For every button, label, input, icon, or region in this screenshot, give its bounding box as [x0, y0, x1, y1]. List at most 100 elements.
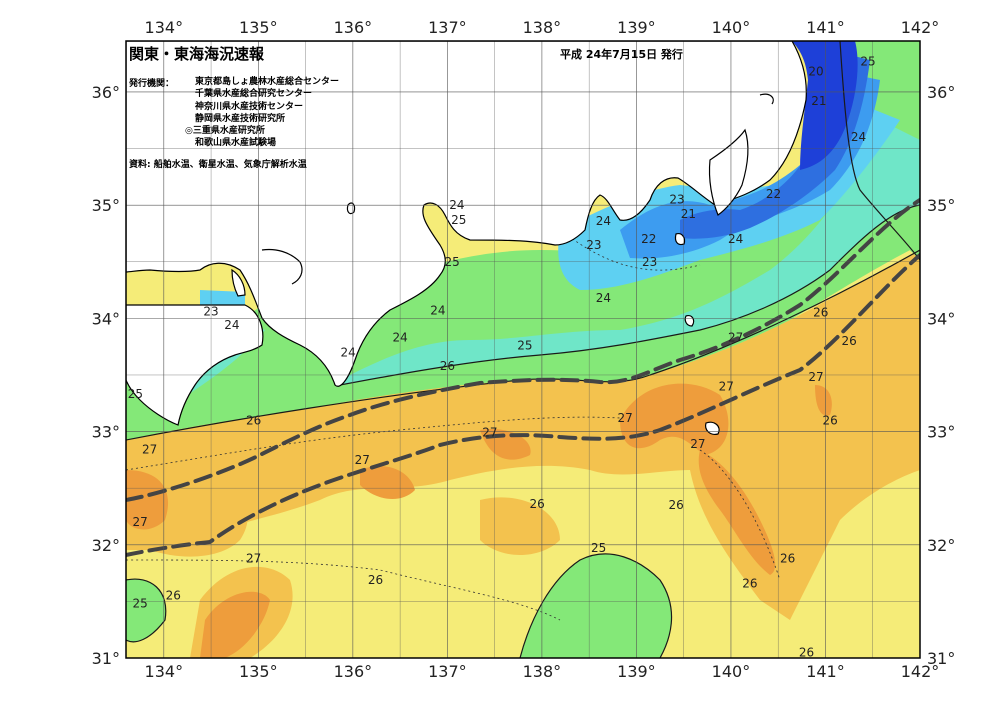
- temperature-label: 24: [224, 318, 239, 332]
- temperature-label: 23: [586, 238, 601, 252]
- latitude-label-left: 32°: [92, 536, 120, 555]
- zone-25-coast: [126, 160, 920, 440]
- longitude-label-top: 138°: [523, 18, 562, 37]
- temperature-label: 22: [641, 232, 656, 246]
- temperature-label: 27: [133, 515, 148, 529]
- kuroshio-lines: [126, 198, 920, 557]
- temperature-label: 26: [823, 413, 838, 427]
- latitude-label-left: 35°: [92, 196, 120, 215]
- issuer-list: 東京都島しょ農林水産総合センター 千葉県水産総合研究センター 神奈川県水産技術セ…: [185, 76, 340, 150]
- longitude-label-bottom: 137°: [428, 662, 467, 681]
- temperature-label: 26: [813, 306, 828, 320]
- longitude-label-top: 137°: [428, 18, 467, 37]
- latitude-label-left: 36°: [92, 83, 120, 102]
- longitude-label-bottom: 134°: [145, 662, 184, 681]
- temperature-label: 25: [860, 54, 875, 68]
- temperature-label: 25: [517, 339, 532, 353]
- temperature-label: 25: [133, 597, 148, 611]
- lake-kasumigaura: [759, 93, 774, 105]
- longitude-label-top: 142°: [901, 18, 940, 37]
- issuer-1: 東京都島しょ農林水産総合センター: [195, 77, 340, 87]
- temperature-label: 27: [808, 370, 823, 384]
- temperature-label: 26: [799, 645, 814, 659]
- longitude-label-bottom: 139°: [617, 662, 656, 681]
- temperature-label: 24: [596, 291, 611, 305]
- longitude-label-bottom: 135°: [239, 662, 278, 681]
- temperature-label: 23: [203, 305, 218, 319]
- temperature-label: 27: [482, 426, 497, 440]
- isotherm-lines: [126, 41, 920, 658]
- temperature-field: [126, 41, 920, 658]
- issuer-3: 神奈川県水産技術センター: [195, 101, 304, 112]
- longitude-label-top: 141°: [806, 18, 845, 37]
- temperature-label: 24: [392, 331, 407, 345]
- temperature-label: 26: [368, 573, 383, 587]
- zone-25-south: [126, 553, 672, 658]
- longitude-label-top: 134°: [145, 18, 184, 37]
- longitude-label-top: 135°: [239, 18, 278, 37]
- temperature-label: 25: [591, 541, 606, 555]
- longitude-label-bottom: 142°: [901, 662, 940, 681]
- temperature-label: 25: [444, 255, 459, 269]
- boso-peninsula: [708, 128, 749, 216]
- sado-island: [346, 202, 356, 215]
- temperature-label: 27: [690, 437, 705, 451]
- temperature-label: 26: [780, 551, 795, 565]
- temperature-label: 27: [142, 443, 157, 457]
- temperature-label: 21: [681, 207, 696, 221]
- temperature-label: 26: [668, 498, 683, 512]
- temperature-label: 25: [451, 213, 466, 227]
- longitude-label-top: 139°: [617, 18, 656, 37]
- lat-lon-grid: [126, 41, 920, 658]
- temperature-label: 26: [530, 497, 545, 511]
- temperature-label: 24: [851, 130, 866, 144]
- issuer-5: ◎三重県水産研究所: [185, 126, 265, 137]
- zone-20: [792, 41, 858, 170]
- temperature-label: 24: [430, 303, 445, 317]
- isotherm-dotted: [126, 229, 781, 621]
- longitude-label-bottom: 140°: [712, 662, 751, 681]
- latitude-label-right: 33°: [927, 423, 955, 442]
- temperature-label: 26: [246, 413, 261, 427]
- temperature-label: 23: [669, 192, 684, 206]
- temperature-label: 27: [728, 331, 743, 345]
- temperature-label: 27: [719, 379, 734, 393]
- issue-date: 平成 24年7月15日 発行: [560, 48, 683, 61]
- temperature-label: 22: [766, 187, 781, 201]
- latitude-label-right: 34°: [927, 309, 955, 328]
- data-sources: 資料: 船舶水温、衛星水温、気象庁解析水温: [129, 160, 307, 170]
- shikoku-land: [126, 304, 264, 426]
- awaji-island: [231, 268, 246, 297]
- temperature-label: 26: [440, 359, 455, 373]
- latitude-label-right: 36°: [927, 83, 955, 102]
- axis-labels: 134° 134° 135° 135° 136° 136° 137° 137° 138° 138°…: [92, 18, 956, 681]
- issuer-4: 静岡県水産技術研究所: [195, 113, 286, 124]
- latitude-label-left: 34°: [92, 309, 120, 328]
- latitude-label-right: 31°: [927, 649, 955, 668]
- map-title: 関東・東海海況速報: [129, 45, 265, 63]
- longitude-label-bottom: 136°: [334, 662, 373, 681]
- temperature-label: 26: [742, 576, 757, 590]
- temperature-label: 27: [617, 411, 632, 425]
- temperature-label: 23: [642, 255, 657, 269]
- latitude-label-right: 32°: [927, 536, 955, 555]
- temperature-label: 26: [841, 334, 856, 348]
- temperature-label: 27: [355, 453, 370, 467]
- temperature-label: 25: [128, 387, 143, 401]
- latitude-label-left: 33°: [92, 423, 120, 442]
- issuer-2: 千葉県水産総合研究センター: [195, 89, 313, 100]
- map-frame: [125, 40, 921, 659]
- temperature-label: 24: [340, 345, 355, 359]
- longitude-label-top: 140°: [712, 18, 751, 37]
- temperature-label: 26: [166, 589, 181, 603]
- zone-22: [620, 70, 880, 259]
- temperature-label: 27: [246, 551, 261, 565]
- zone-24: [175, 120, 920, 400]
- temperature-label: 21: [811, 94, 826, 108]
- temperature-label: 24: [728, 232, 743, 246]
- izu-oshima: [674, 233, 686, 246]
- temperature-label: 24: [449, 198, 464, 212]
- longitude-label-top: 136°: [334, 18, 373, 37]
- longitude-label-bottom: 141°: [806, 662, 845, 681]
